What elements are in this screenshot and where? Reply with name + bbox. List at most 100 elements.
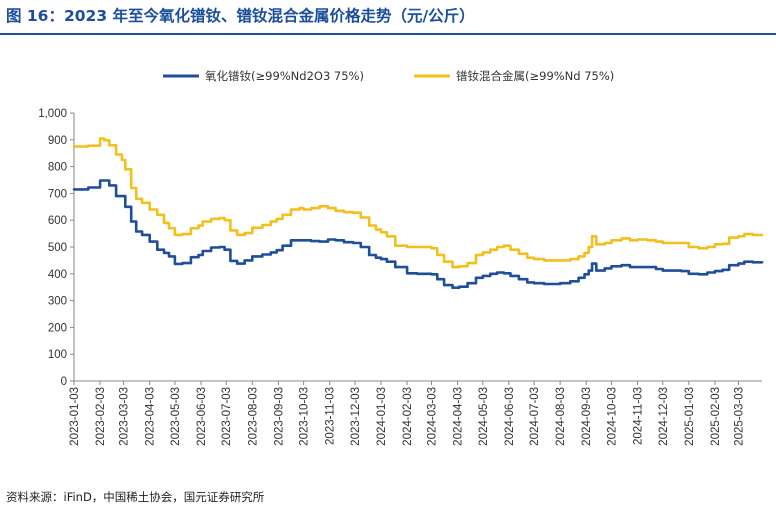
legend-label-oxide: 氧化镨钕(≥99%Nd2O3 75%) bbox=[205, 69, 364, 83]
series-line-oxide bbox=[72, 179, 764, 289]
data-point-metal bbox=[135, 198, 137, 200]
data-point-oxide bbox=[761, 261, 763, 263]
data-point-metal bbox=[647, 239, 649, 241]
data-point-oxide bbox=[503, 272, 505, 274]
x-tick-label: 2024-07-03 bbox=[529, 387, 541, 446]
data-point-metal bbox=[163, 222, 165, 224]
data-point-metal bbox=[270, 220, 272, 223]
data-point-metal bbox=[290, 208, 292, 211]
y-axis: 0 100 200 300 400 500 600 700 800 900 1,000 bbox=[38, 108, 75, 388]
x-tick-label: 2025-02-03 bbox=[710, 387, 722, 446]
data-point-metal bbox=[406, 246, 408, 248]
y-tick-label: 1,000 bbox=[38, 108, 67, 120]
data-point-oxide bbox=[202, 250, 204, 252]
data-point-metal bbox=[610, 239, 613, 241]
data-point-metal bbox=[298, 207, 300, 209]
data-point-oxide bbox=[174, 263, 176, 265]
data-point-oxide bbox=[636, 266, 639, 268]
data-point-metal bbox=[327, 207, 329, 209]
x-tick-label: 2024-10-03 bbox=[606, 387, 618, 446]
y-tick-label: 800 bbox=[48, 162, 67, 174]
data-point-metal bbox=[310, 207, 312, 209]
data-point-metal bbox=[115, 153, 117, 156]
data-point-metal bbox=[380, 231, 382, 233]
x-tick-label: 2023-01-03 bbox=[69, 387, 81, 446]
data-point-metal bbox=[368, 225, 370, 227]
y-tick-label: 400 bbox=[48, 269, 67, 281]
data-point-metal bbox=[319, 205, 321, 207]
data-point-oxide bbox=[375, 257, 377, 259]
data-point-metal bbox=[496, 246, 498, 248]
data-point-oxide bbox=[688, 273, 690, 275]
data-point-metal bbox=[458, 265, 460, 267]
x-tick-label: 2023-02-03 bbox=[95, 387, 107, 446]
data-point-metal bbox=[721, 243, 724, 245]
data-point-oxide bbox=[149, 241, 151, 243]
data-point-oxide bbox=[190, 256, 192, 258]
data-point-metal bbox=[737, 235, 740, 237]
data-point-oxide bbox=[244, 259, 246, 261]
x-axis: 2023-01-03 2023-02-03 2023-03-03 2023-04-03… bbox=[69, 380, 762, 446]
data-point-metal bbox=[335, 210, 337, 212]
data-point-oxide bbox=[430, 273, 433, 275]
data-point-metal bbox=[87, 145, 89, 147]
data-point-metal bbox=[244, 232, 246, 234]
series-line-metal bbox=[72, 137, 764, 269]
data-point-metal bbox=[706, 246, 708, 248]
data-point-metal bbox=[181, 233, 184, 235]
title-divider bbox=[0, 33, 776, 35]
data-point-metal bbox=[261, 224, 263, 226]
data-point-oxide bbox=[475, 277, 477, 279]
data-point-oxide bbox=[451, 287, 454, 289]
data-point-metal bbox=[375, 229, 377, 231]
x-tick-label: 2023-08-03 bbox=[247, 387, 259, 446]
data-point-oxide bbox=[87, 186, 89, 189]
data-point-metal bbox=[190, 227, 192, 229]
data-point-oxide bbox=[610, 265, 613, 267]
data-point-metal bbox=[662, 242, 664, 244]
data-point-metal bbox=[430, 247, 433, 249]
x-tick-label: 2023-10-03 bbox=[299, 387, 311, 446]
data-point-metal bbox=[552, 259, 554, 261]
x-tick-label: 2023-11-03 bbox=[325, 387, 337, 445]
data-point-metal bbox=[728, 237, 730, 239]
data-point-metal bbox=[99, 137, 101, 140]
data-point-metal bbox=[451, 266, 454, 268]
data-point-metal bbox=[103, 139, 105, 141]
data-point-oxide bbox=[467, 282, 469, 284]
data-point-oxide bbox=[94, 186, 96, 189]
data-point-oxide bbox=[482, 275, 484, 277]
data-point-metal bbox=[533, 258, 535, 260]
data-point-metal bbox=[141, 202, 143, 204]
data-point-oxide bbox=[236, 263, 238, 265]
x-tick-label: 2024-04-03 bbox=[453, 387, 465, 446]
data-point-oxide bbox=[436, 278, 438, 280]
data-point-metal bbox=[680, 242, 682, 244]
x-tick-label: 2024-01-03 bbox=[376, 387, 388, 446]
x-tick-label: 2023-09-03 bbox=[273, 387, 285, 446]
x-tick-label: 2023-12-03 bbox=[350, 387, 362, 446]
data-point-oxide bbox=[386, 261, 388, 263]
x-tick-label: 2023-06-03 bbox=[196, 387, 208, 446]
x-tick-label: 2023-05-03 bbox=[170, 387, 182, 446]
plot-area bbox=[72, 137, 764, 289]
data-point-metal bbox=[559, 259, 561, 261]
data-point-oxide bbox=[526, 281, 528, 283]
data-point-oxide bbox=[298, 239, 300, 241]
data-point-metal bbox=[595, 243, 597, 245]
data-point-metal bbox=[149, 208, 151, 211]
data-point-oxide bbox=[181, 262, 184, 264]
data-point-oxide bbox=[368, 254, 370, 256]
data-point-oxide bbox=[99, 179, 101, 182]
data-point-oxide bbox=[168, 255, 170, 257]
data-point-metal bbox=[436, 254, 438, 256]
data-point-metal bbox=[591, 235, 593, 237]
data-point-metal bbox=[629, 239, 631, 241]
data-point-metal bbox=[124, 168, 126, 170]
data-point-oxide bbox=[335, 239, 337, 241]
data-point-metal bbox=[416, 246, 418, 248]
data-point-oxide bbox=[406, 272, 408, 274]
data-point-metal bbox=[236, 234, 238, 236]
data-point-oxide bbox=[672, 270, 674, 272]
y-tick-label: 0 bbox=[61, 376, 67, 388]
